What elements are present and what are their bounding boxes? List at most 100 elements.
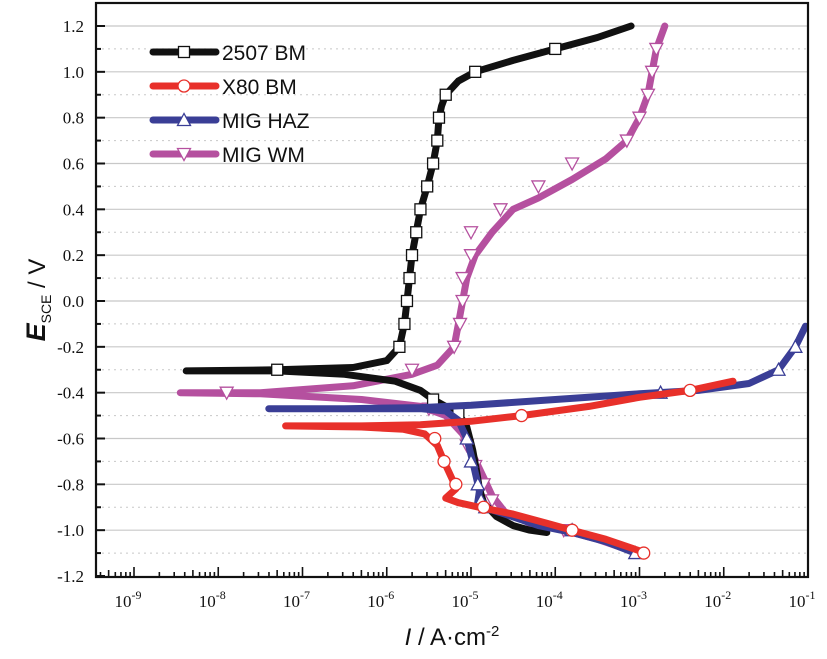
data-point-mig-wm xyxy=(404,363,420,378)
data-point-2507-bm xyxy=(426,157,440,170)
data-point-x80-bm xyxy=(428,431,442,446)
x-tick-label-base: 10 xyxy=(536,592,553,611)
data-point-mig-wm xyxy=(640,88,656,103)
data-point-x80-bm xyxy=(565,523,579,537)
data-point-mig-wm xyxy=(648,42,664,57)
data-point-2507-bm xyxy=(549,42,562,56)
y-tick-label: -1.2 xyxy=(57,567,84,586)
x-tick-label-exponent: -8 xyxy=(216,588,226,602)
x-tick-label: 10-4 xyxy=(536,588,563,611)
data-point-x80-bm xyxy=(449,477,463,491)
y-tick-label: -0.2 xyxy=(57,338,84,357)
data-point-2507-bm xyxy=(400,294,414,308)
series-line-mig-wm xyxy=(176,22,669,555)
x-tick-label: 10-2 xyxy=(704,588,731,611)
data-point-mig-wm xyxy=(219,386,235,401)
x-tick-label-base: 10 xyxy=(789,592,806,611)
data-point-mig-wm xyxy=(454,294,471,309)
x-tick-label-exponent: -6 xyxy=(384,588,394,602)
data-point-mig-wm xyxy=(463,226,479,241)
data-point-2507-bm xyxy=(421,180,434,193)
data-point-2507-bm xyxy=(403,271,416,285)
legend-swatch-marker xyxy=(177,45,191,59)
data-point-mig-wm xyxy=(564,157,580,172)
data-point-mig-wm xyxy=(446,340,462,355)
data-point-mig-haz xyxy=(770,361,787,376)
data-point-mig-wm xyxy=(619,134,635,149)
data-point-2507-bm xyxy=(432,111,446,124)
data-point-2507-bm xyxy=(439,88,452,101)
x-tick-label: 10-9 xyxy=(115,588,142,611)
x-axis-title-symbol: I xyxy=(405,624,412,651)
legend: 2507 BM X80 BM MIG HAZ MIG WM xyxy=(149,42,310,167)
data-point-x80-bm xyxy=(683,383,697,398)
data-point-2507-bm xyxy=(431,134,444,147)
legend-swatch-marker xyxy=(176,147,192,162)
data-point-2507-bm xyxy=(469,65,482,78)
legend-swatch-marker xyxy=(177,79,191,93)
x-tick-label: 10-5 xyxy=(452,588,479,611)
data-point-x80-bm xyxy=(637,546,651,560)
y-axis-title: ESCE / V xyxy=(21,259,54,342)
x-tick-label-base: 10 xyxy=(704,592,721,611)
x-tick-label: 10-6 xyxy=(367,588,394,611)
x-axis-title-exponent: -2 xyxy=(486,623,499,640)
y-tick-label: 0.6 xyxy=(63,155,84,174)
data-point-mig-wm xyxy=(484,494,500,509)
series-2507-bm xyxy=(182,22,635,536)
x-tick-label-base: 10 xyxy=(452,592,469,611)
y-tick-label: 0.0 xyxy=(63,292,84,311)
axis-ticks xyxy=(96,25,809,577)
series-mig-wm xyxy=(176,22,669,555)
data-point-x80-bm xyxy=(476,500,491,514)
legend-item-2507-bm: 2507 BM xyxy=(149,42,306,65)
series-layer xyxy=(176,22,809,560)
data-point-mig-wm xyxy=(452,317,468,332)
y-tick-label: -0.4 xyxy=(57,384,84,403)
y-tick-label: -1.0 xyxy=(57,521,84,540)
y-tick-label: 1.2 xyxy=(63,17,84,36)
legend-label: X80 BM xyxy=(222,76,297,99)
x-tick-label-exponent: -1 xyxy=(806,588,816,602)
y-tick-label: 0.4 xyxy=(63,200,85,219)
data-point-mig-haz xyxy=(470,476,486,491)
data-point-mig-wm xyxy=(492,203,509,218)
y-axis-title-unit: / V xyxy=(24,259,51,295)
data-point-mig-haz xyxy=(463,453,479,468)
y-tick-labels: 1.2 1.0 0.8 0.6 0.4 0.2 0.0 -0.2 -0.4 -0.6 -0.8 -1.… xyxy=(57,17,84,586)
y-axis-title-symbol: E xyxy=(21,322,51,341)
data-point-x80-bm xyxy=(437,454,451,469)
legend-label: MIG WM xyxy=(222,144,305,167)
y-tick-label: -0.8 xyxy=(57,475,84,494)
data-point-x80-bm xyxy=(514,408,529,423)
y-tick-label: -0.6 xyxy=(57,430,84,449)
x-tick-label: 10-8 xyxy=(199,588,226,611)
y-tick-label: 0.8 xyxy=(63,109,84,128)
legend-label: 2507 BM xyxy=(222,42,306,65)
data-point-2507-bm xyxy=(271,363,284,376)
data-point-2507-bm xyxy=(410,226,423,239)
legend-item-mig-haz: MIG HAZ xyxy=(149,110,310,133)
legend-item-x80-bm: X80 BM xyxy=(149,76,297,99)
x-tick-label-exponent: -9 xyxy=(132,588,142,602)
data-point-2507-bm xyxy=(398,317,411,331)
x-tick-label: 10-7 xyxy=(283,588,310,611)
y-axis-title-subscript: SCE xyxy=(38,295,54,324)
x-tick-label-base: 10 xyxy=(115,592,132,611)
x-tick-labels: 10-9 10-8 10-7 10-6 10-5 10-4 10-3 10-2 10-1 xyxy=(115,588,816,611)
x-tick-label-exponent: -4 xyxy=(553,588,563,602)
x-tick-label-base: 10 xyxy=(199,592,216,611)
x-axis-title-unit: / A·cm xyxy=(411,624,486,651)
x-tick-label-exponent: -2 xyxy=(721,588,731,602)
y-tick-label: 0.2 xyxy=(63,246,84,265)
data-point-mig-wm xyxy=(631,111,648,126)
data-point-mig-wm xyxy=(530,180,546,195)
data-point-mig-wm xyxy=(454,271,471,286)
x-tick-label-exponent: -3 xyxy=(637,588,647,602)
series-x80-bm xyxy=(282,377,737,560)
x-tick-label-base: 10 xyxy=(367,592,384,611)
data-point-mig-haz xyxy=(459,430,475,445)
data-point-mig-haz xyxy=(787,338,803,353)
legend-swatch-marker xyxy=(176,112,192,127)
